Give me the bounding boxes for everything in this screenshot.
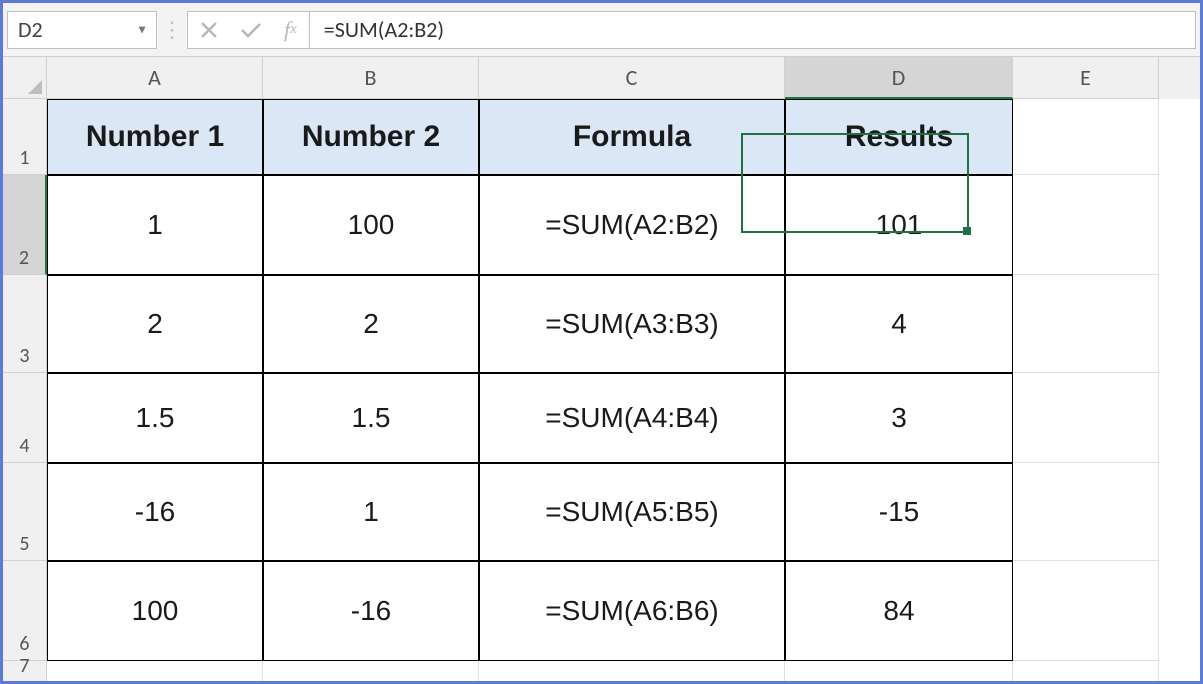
column-header-C[interactable]: C [479,57,785,99]
table-data-cell[interactable]: -15 [785,463,1013,561]
empty-cell[interactable] [785,661,1013,681]
table-data-cell[interactable]: =SUM(A4:B4) [479,373,785,463]
separator: ⋮ [157,16,187,43]
table-data-cell[interactable]: 1 [47,175,263,275]
table-header-cell[interactable]: Number 2 [263,99,479,175]
table-data-cell[interactable]: 2 [47,275,263,373]
column-headers: ABCDE [47,57,1200,99]
table-data-cell[interactable]: 2 [263,275,479,373]
empty-cell[interactable] [47,661,263,681]
empty-cell[interactable] [479,661,785,681]
table-data-cell[interactable]: 4 [785,275,1013,373]
row-headers: 1234567 [3,99,47,681]
table-data-cell[interactable]: -16 [263,561,479,661]
table-data-cell[interactable]: 3 [785,373,1013,463]
table-row: -161=SUM(A5:B5)-15 [47,463,1200,561]
row-header-5[interactable]: 5 [3,463,47,561]
column-header-E[interactable]: E [1013,57,1159,99]
column-header-D[interactable]: D [785,57,1013,99]
empty-cell[interactable] [1013,561,1159,661]
column-header-B[interactable]: B [263,57,479,99]
table-row: Number 1Number 2FormulaResults [47,99,1200,175]
name-box-value: D2 [18,16,43,43]
confirm-icon[interactable] [240,21,262,39]
empty-cell[interactable] [263,661,479,681]
table-data-cell[interactable]: =SUM(A6:B6) [479,561,785,661]
table-data-cell[interactable]: 1.5 [263,373,479,463]
formula-bar: D2 ▼ ⋮ fx =SUM(A2:B2) [3,3,1200,57]
table-data-cell[interactable]: =SUM(A2:B2) [479,175,785,275]
formula-text: =SUM(A2:B2) [324,16,444,43]
empty-cell[interactable] [1013,463,1159,561]
empty-cell[interactable] [1013,373,1159,463]
row-header-4[interactable]: 4 [3,373,47,463]
table-header-cell[interactable]: Number 1 [47,99,263,175]
formula-input[interactable]: =SUM(A2:B2) [309,11,1196,49]
row-header-2[interactable]: 2 [3,175,47,275]
table-data-cell[interactable]: 100 [263,175,479,275]
table-data-cell[interactable]: 84 [785,561,1013,661]
empty-cell[interactable] [1013,175,1159,275]
fx-icon[interactable]: fx [284,17,297,43]
table-header-cell[interactable]: Formula [479,99,785,175]
row-header-3[interactable]: 3 [3,275,47,373]
row-header-6[interactable]: 6 [3,561,47,661]
table-row: 22=SUM(A3:B3)4 [47,275,1200,373]
table-data-cell[interactable]: -16 [47,463,263,561]
cancel-icon[interactable] [200,21,218,39]
table-header-cell[interactable]: Results [785,99,1013,175]
table-data-cell[interactable]: 101 [785,175,1013,275]
empty-cell[interactable] [1013,661,1159,681]
empty-cell[interactable] [1013,275,1159,373]
table-row: 100-16=SUM(A6:B6)84 [47,561,1200,661]
table-row: 1100=SUM(A2:B2)101 [47,175,1200,275]
row-header-7[interactable]: 7 [3,661,47,681]
table-data-cell[interactable]: 1 [263,463,479,561]
table-data-cell[interactable]: 100 [47,561,263,661]
row-header-1[interactable]: 1 [3,99,47,175]
formula-bar-buttons: fx [187,11,309,49]
select-all-triangle[interactable] [3,57,47,99]
column-header-A[interactable]: A [47,57,263,99]
cells-area[interactable]: Number 1Number 2FormulaResults1100=SUM(A… [47,99,1200,681]
empty-cell[interactable] [1013,99,1159,175]
table-data-cell[interactable]: =SUM(A3:B3) [479,275,785,373]
sheet-grid: ABCDE 1234567 Number 1Number 2FormulaRes… [3,57,1200,681]
name-box[interactable]: D2 ▼ [7,11,157,49]
table-data-cell[interactable]: 1.5 [47,373,263,463]
name-box-dropdown-icon[interactable]: ▼ [136,22,148,37]
table-data-cell[interactable]: =SUM(A5:B5) [479,463,785,561]
table-row: 1.51.5=SUM(A4:B4)3 [47,373,1200,463]
table-row [47,661,1200,681]
